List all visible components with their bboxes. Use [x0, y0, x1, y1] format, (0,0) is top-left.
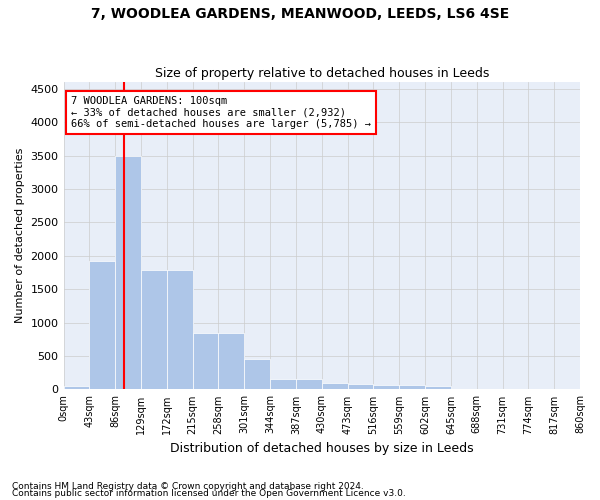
Bar [89, 261, 115, 390]
Bar [373, 385, 399, 390]
X-axis label: Distribution of detached houses by size in Leeds: Distribution of detached houses by size … [170, 442, 473, 455]
Bar [270, 378, 296, 390]
Text: 7 WOODLEA GARDENS: 100sqm
← 33% of detached houses are smaller (2,932)
66% of se: 7 WOODLEA GARDENS: 100sqm ← 33% of detac… [71, 96, 371, 129]
Title: Size of property relative to detached houses in Leeds: Size of property relative to detached ho… [155, 66, 489, 80]
Y-axis label: Number of detached properties: Number of detached properties [15, 148, 25, 324]
Bar [244, 358, 270, 390]
Bar [218, 334, 244, 390]
Bar [425, 386, 451, 390]
Bar [167, 270, 193, 390]
Text: Contains HM Land Registry data © Crown copyright and database right 2024.: Contains HM Land Registry data © Crown c… [12, 482, 364, 491]
Bar [322, 382, 347, 390]
Bar [115, 156, 141, 390]
Bar [141, 270, 167, 390]
Bar [64, 386, 89, 390]
Bar [193, 334, 218, 390]
Text: Contains public sector information licensed under the Open Government Licence v3: Contains public sector information licen… [12, 490, 406, 498]
Bar [347, 384, 373, 390]
Text: 7, WOODLEA GARDENS, MEANWOOD, LEEDS, LS6 4SE: 7, WOODLEA GARDENS, MEANWOOD, LEEDS, LS6… [91, 8, 509, 22]
Bar [399, 386, 425, 390]
Bar [296, 378, 322, 390]
